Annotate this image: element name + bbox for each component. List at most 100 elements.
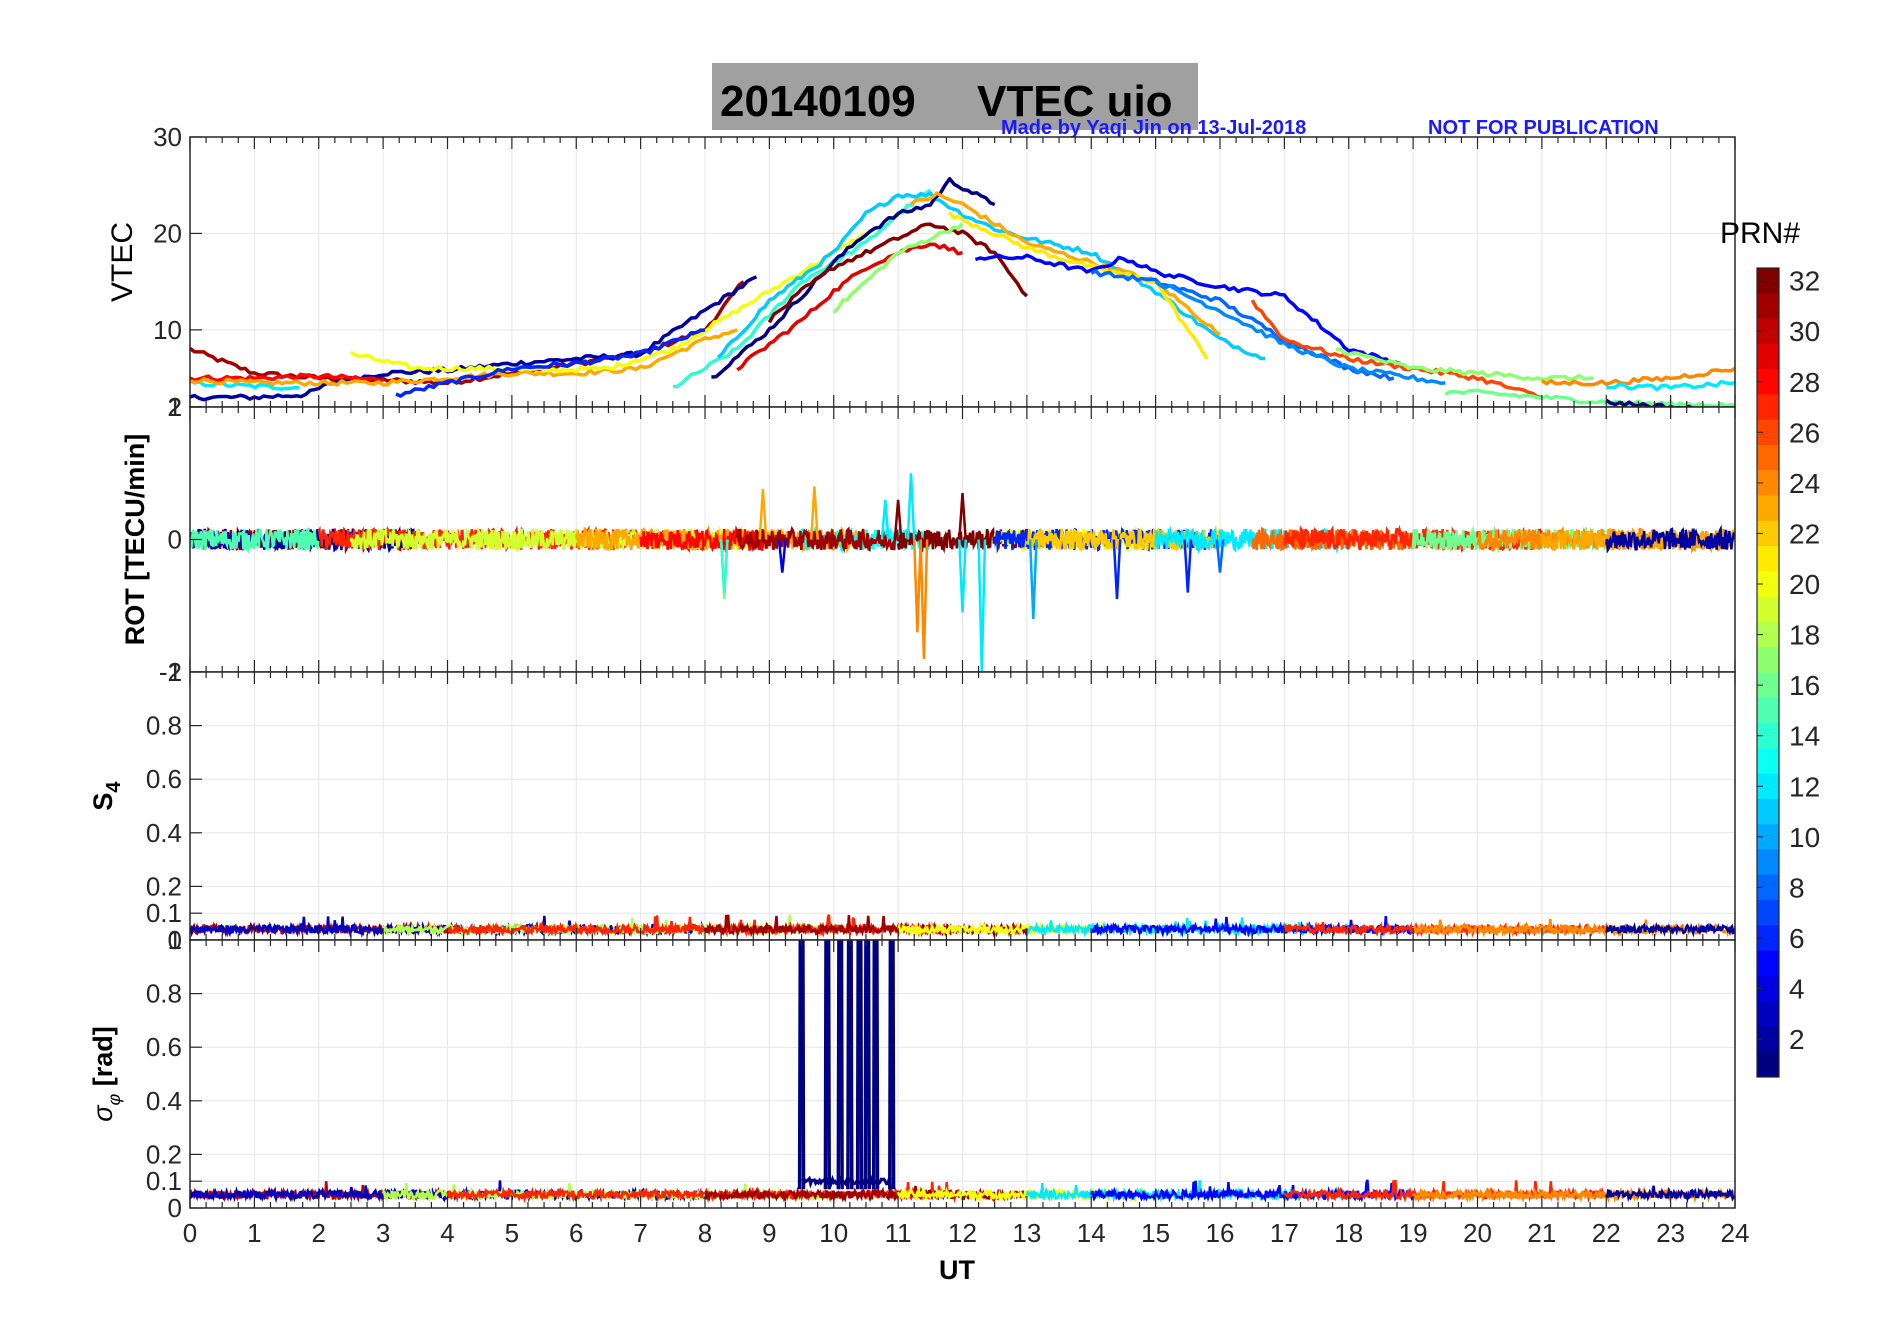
- x-tick-label: 4: [440, 1218, 454, 1248]
- series-group: [190, 176, 1735, 407]
- colorbar-tick-label: 20: [1789, 569, 1820, 600]
- rot-spike-prn-24: [919, 539, 929, 659]
- credit-made-by: Made by Yaqi Jin on 13-Jul-2018: [1001, 117, 1306, 139]
- colorbar-swatch: [1757, 748, 1779, 775]
- sigma_phi-spike-prn-1: [855, 940, 864, 1190]
- y-tick-label: 2: [168, 392, 182, 422]
- vtec-series-prn-12: [190, 379, 300, 391]
- colorbar-swatch: [1757, 975, 1779, 1002]
- colorbar-swatch: [1757, 520, 1779, 547]
- y-tick-label: 0.1: [146, 1166, 182, 1196]
- vtec-series-prn-9: [1154, 280, 1446, 385]
- colorbar-swatch: [1757, 874, 1779, 901]
- sigma_phi-spike-prn-1: [888, 940, 896, 1190]
- x-tick-label: 22: [1592, 1218, 1621, 1248]
- y-tick-label: -2: [159, 657, 182, 687]
- x-tick-label: 13: [1012, 1218, 1041, 1248]
- colorbar-swatch: [1757, 1051, 1779, 1078]
- s4-series-prn-12: [1025, 917, 1350, 939]
- title-label: VTEC uio: [977, 77, 1173, 126]
- colorbar-tick-label: 12: [1789, 771, 1820, 802]
- y-tick-label: -1: [159, 657, 182, 687]
- colorbar-swatch: [1757, 343, 1779, 370]
- x-tick-label: 9: [762, 1218, 776, 1248]
- y-axis-label: σφ [rad]: [88, 1026, 124, 1122]
- rot-spike-prn-12: [958, 539, 967, 613]
- colorbar-swatch: [1757, 293, 1779, 320]
- rot-series-prn-2: [1605, 524, 1735, 554]
- x-axis-label: UT: [939, 1255, 975, 1285]
- x-tick-label: 7: [633, 1218, 647, 1248]
- colorbar-tick-label: 22: [1789, 518, 1820, 549]
- rot-spike-prn-32: [958, 493, 967, 540]
- y-tick-label: 1: [168, 392, 182, 422]
- sigma_phi-spike-prn-1: [871, 940, 880, 1190]
- x-tick-label: 15: [1141, 1218, 1170, 1248]
- sigma_phi-spike-base: [800, 1173, 892, 1189]
- panel-vtec: 2 10 20 30 VTEC: [106, 122, 1736, 422]
- y-axis-label: S4: [88, 781, 125, 811]
- x-tick-label: 12: [948, 1218, 977, 1248]
- colorbar-swatch: [1757, 900, 1779, 926]
- colorbar-swatch: [1757, 470, 1779, 497]
- colorbar-swatch: [1757, 773, 1779, 800]
- colorbar-tick-label: 18: [1789, 620, 1820, 651]
- colorbar-swatch: [1757, 798, 1779, 825]
- colorbar-swatch: [1757, 647, 1779, 673]
- x-tick-label: 20: [1463, 1218, 1492, 1248]
- colorbar-swatch: [1757, 849, 1779, 876]
- y-tick-label: 0.2: [146, 871, 182, 901]
- y-tick-label: 1: [168, 925, 182, 955]
- colorbar-tick-label: 14: [1789, 721, 1820, 752]
- rot-series-prn-22: [1025, 524, 1221, 554]
- colorbar-tick-label: 26: [1789, 417, 1820, 448]
- vtec-series-prn-28: [190, 372, 384, 383]
- series-group: [190, 473, 1735, 672]
- colorbar-tick-label: 30: [1789, 316, 1820, 347]
- y-axis-label: VTEC: [106, 222, 139, 302]
- x-tick-label: 18: [1334, 1218, 1363, 1248]
- rot-spike-prn-8: [1215, 539, 1225, 573]
- vtec-series-prn-17: [832, 222, 964, 314]
- s4-series-prn-24: [1411, 918, 1735, 938]
- sigma_phi-spike-prn-1: [823, 940, 831, 1190]
- colorbar-tick-label: 24: [1789, 468, 1820, 499]
- colorbar-tick-label: 2: [1789, 1024, 1805, 1055]
- x-tick-label: 5: [505, 1218, 519, 1248]
- x-tick-label: 0: [183, 1218, 197, 1248]
- colorbar-swatch: [1757, 1001, 1779, 1027]
- colorbar-swatch: [1757, 672, 1779, 699]
- x-tick-label: 21: [1527, 1218, 1556, 1248]
- colorbar-swatch: [1757, 824, 1779, 850]
- vtec-series-prn-24: [1540, 366, 1735, 387]
- colorbar-title: PRN#: [1720, 217, 1800, 250]
- x-tick-label: 14: [1077, 1218, 1106, 1248]
- vtec-series-prn-12: [1606, 379, 1735, 392]
- sigma_phi-spike-prn-1: [846, 940, 854, 1190]
- colorbar-swatch: [1757, 621, 1779, 648]
- sigma_phi-spike-prn-1: [863, 940, 871, 1190]
- y-tick-label: 0.4: [146, 1086, 182, 1116]
- colorbar-swatch: [1757, 318, 1779, 345]
- colorbar-swatch: [1757, 1026, 1779, 1053]
- colorbar-tick-label: 32: [1789, 266, 1820, 297]
- sigma_phi-series-prn-27: [446, 1181, 963, 1204]
- y-tick-label: 0.6: [146, 1032, 182, 1062]
- rot-spike-prn-32: [893, 499, 903, 540]
- sigma_phi-spike-prn-1: [797, 940, 806, 1190]
- rot-spike-prn-12: [977, 539, 987, 672]
- colorbar-swatch: [1757, 394, 1779, 421]
- vtec-series-prn-11: [716, 191, 1266, 361]
- colorbar-tick-label: 28: [1789, 367, 1820, 398]
- x-tick-label: 23: [1656, 1218, 1685, 1248]
- y-tick-label: 2: [168, 392, 182, 422]
- vtec-series-prn-26: [1250, 299, 1543, 400]
- rot-series-prn-15: [190, 526, 320, 554]
- colorbar-swatch: [1757, 268, 1779, 294]
- colorbar-tick-label: 8: [1789, 872, 1805, 903]
- y-tick-label: 0.1: [146, 898, 182, 928]
- panel-s4: 00.10.2 0.4 0.6 0.8 1 S4: [88, 657, 1736, 955]
